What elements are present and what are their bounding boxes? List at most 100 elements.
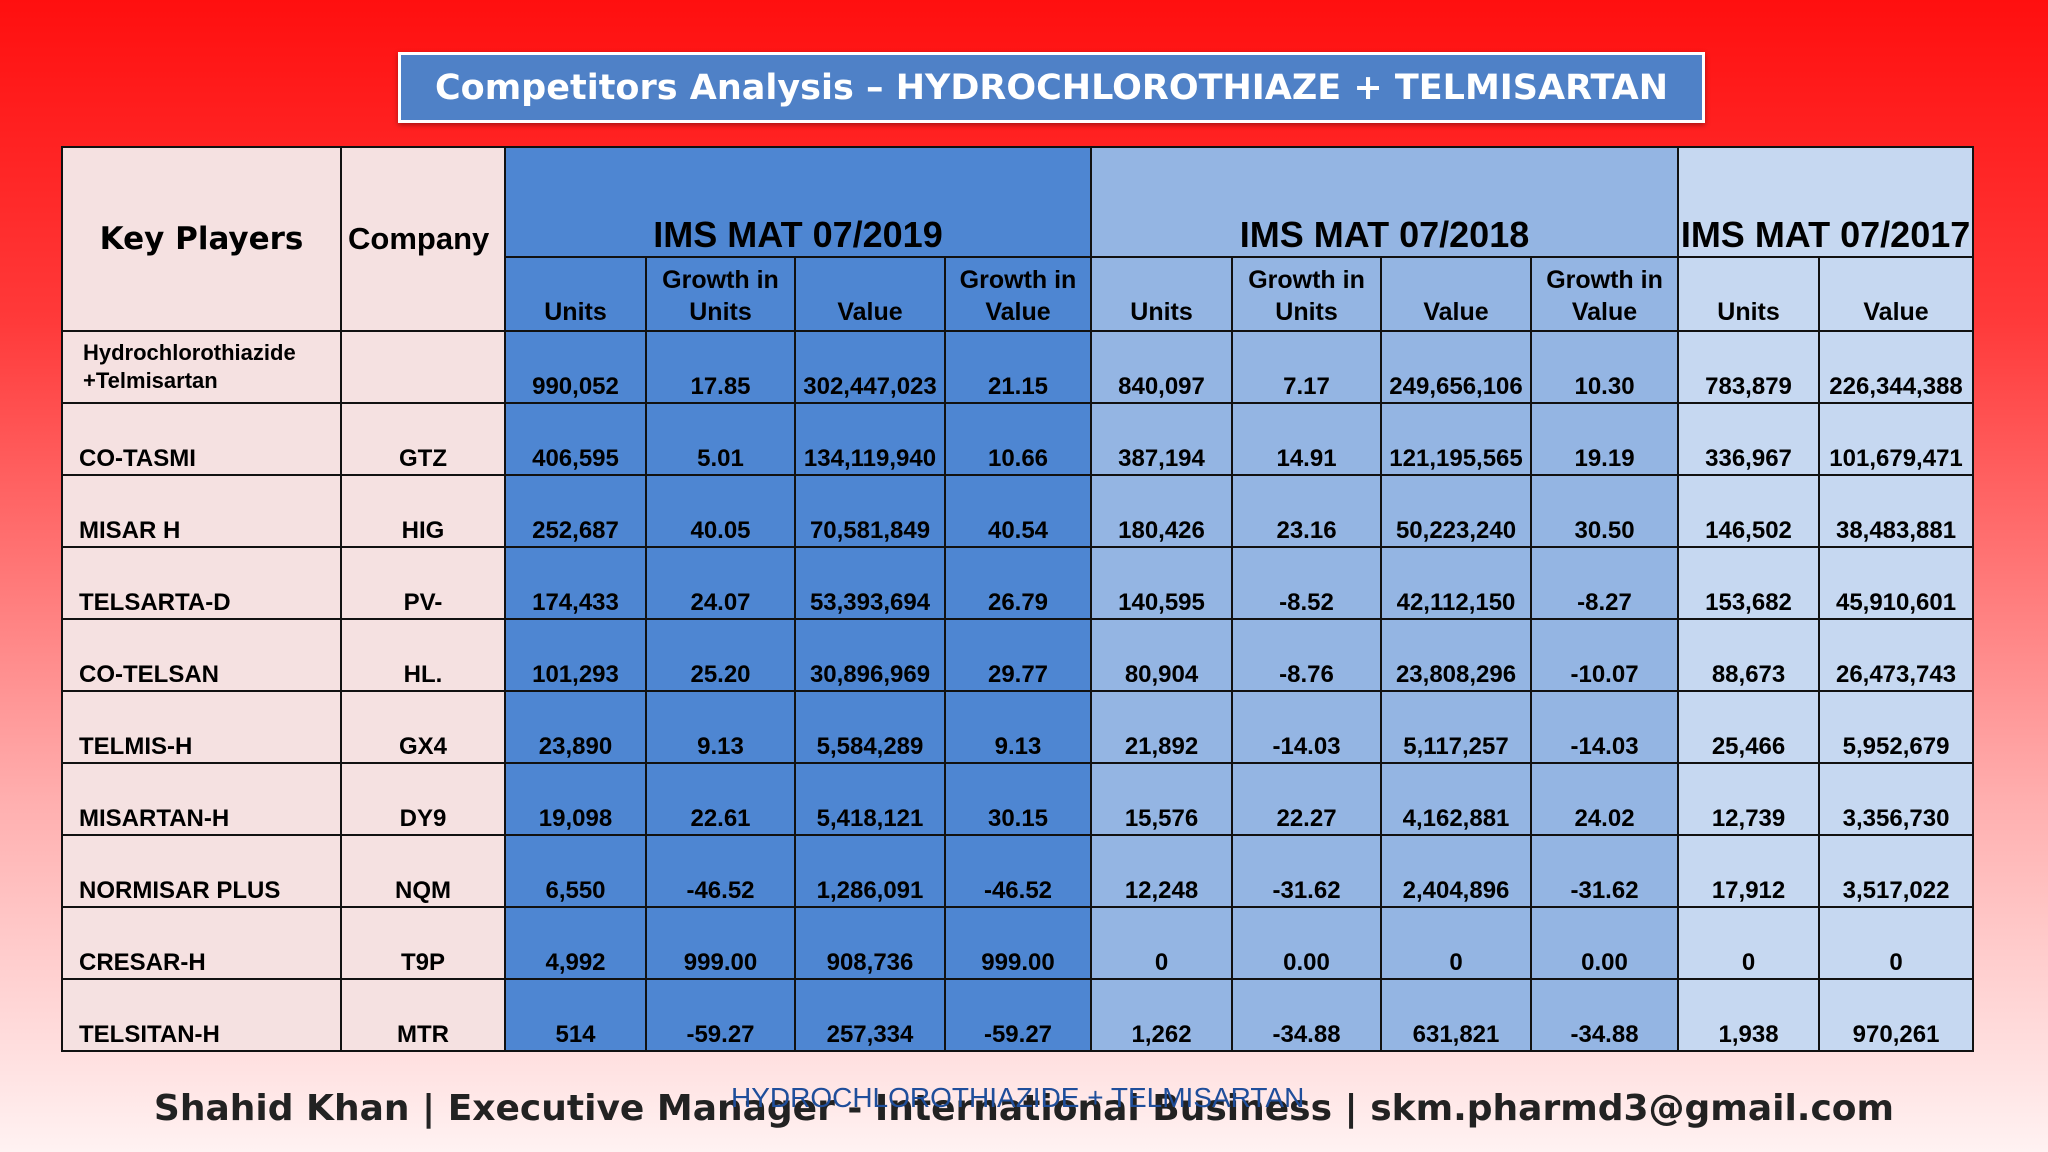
growth-units-2018-cell: 0.00: [1231, 906, 1383, 980]
value-2018-cell: 23,808,296: [1380, 618, 1533, 692]
subheader-units-2019: Units: [504, 256, 647, 332]
value-2019-cell: 1,286,091: [794, 834, 946, 908]
growth-value-2019-cell: -59.27: [943, 978, 1093, 1052]
table-row: TELMIS-H GX4 23,890 9.13 5,584,289 9.13 21,892…: [61, 690, 1975, 764]
table-row: TELSITAN-H MTR 514 -59.27 257,334 -59.27 1,262…: [61, 978, 1975, 1052]
units-2017-cell: 17,912: [1677, 834, 1821, 908]
company-cell: [340, 330, 506, 404]
value-2019-cell: 302,447,023: [794, 330, 946, 404]
units-2019-cell: 514: [504, 978, 647, 1052]
table-row: MISARTAN-H DY9 19,098 22.61 5,418,121 30.15 15…: [61, 762, 1975, 836]
units-2018-cell: 0: [1090, 906, 1234, 980]
units-2019-cell: 6,550: [504, 834, 647, 908]
player-name-cell: MISAR H: [61, 474, 342, 548]
growth-units-2018-cell: 7.17: [1231, 330, 1383, 404]
value-2019-cell: 30,896,969: [794, 618, 946, 692]
footer-overlay-caption: HYDROCHLOROTHIAZIDE + TELMISARTAN: [731, 1082, 1305, 1113]
value-2019-cell: 5,418,121: [794, 762, 946, 836]
value-2017-cell: 3,517,022: [1818, 834, 1975, 908]
period-header-2018: IMS MAT 07/2018: [1090, 146, 1680, 258]
growth-units-2019-cell: 17.85: [645, 330, 796, 404]
value-2019-cell: 70,581,849: [794, 474, 946, 548]
player-name-cell: CO-TASMI: [61, 402, 342, 476]
subheader-value-2019: Value: [794, 256, 946, 332]
units-2019-cell: 990,052: [504, 330, 647, 404]
growth-value-2019-cell: 26.79: [943, 546, 1093, 620]
units-2017-cell: 88,673: [1677, 618, 1821, 692]
value-2019-cell: 134,119,940: [794, 402, 946, 476]
table-row: TELSARTA-D PV- 174,433 24.07 53,393,694 26.79…: [61, 546, 1975, 620]
value-2018-cell: 2,404,896: [1380, 834, 1533, 908]
units-2017-cell: 1,938: [1677, 978, 1821, 1052]
units-2019-cell: 406,595: [504, 402, 647, 476]
growth-value-2018-cell: 19.19: [1530, 402, 1680, 476]
units-2017-cell: 336,967: [1677, 402, 1821, 476]
value-2019-cell: 5,584,289: [794, 690, 946, 764]
growth-units-2018-cell: -31.62: [1231, 834, 1383, 908]
subheader-value-2017: Value: [1818, 256, 1975, 332]
subheader-growth-value-2018: Growth in Value: [1530, 256, 1680, 332]
units-2019-cell: 4,992: [504, 906, 647, 980]
growth-units-2019-cell: 40.05: [645, 474, 796, 548]
table-row: NORMISAR PLUS NQM 6,550 -46.52 1,286,091 -46.…: [61, 834, 1975, 908]
value-2018-cell: 249,656,106: [1380, 330, 1533, 404]
growth-value-2019-cell: 40.54: [943, 474, 1093, 548]
player-name-cell: TELSITAN-H: [61, 978, 342, 1052]
units-2018-cell: 80,904: [1090, 618, 1234, 692]
value-2018-cell: 4,162,881: [1380, 762, 1533, 836]
value-2018-cell: 50,223,240: [1380, 474, 1533, 548]
player-name-cell: NORMISAR PLUS: [61, 834, 342, 908]
units-2017-cell: 25,466: [1677, 690, 1821, 764]
growth-value-2019-cell: -46.52: [943, 834, 1093, 908]
units-2018-cell: 1,262: [1090, 978, 1234, 1052]
value-2017-cell: 26,473,743: [1818, 618, 1975, 692]
growth-value-2019-cell: 999.00: [943, 906, 1093, 980]
player-name-cell: TELSARTA-D: [61, 546, 342, 620]
growth-value-2019-cell: 9.13: [943, 690, 1093, 764]
key-players-header: Key Players: [61, 146, 342, 332]
value-2017-cell: 5,952,679: [1818, 690, 1975, 764]
growth-units-2018-cell: -14.03: [1231, 690, 1383, 764]
units-2018-cell: 12,248: [1090, 834, 1234, 908]
value-2019-cell: 53,393,694: [794, 546, 946, 620]
company-cell: HIG: [340, 474, 506, 548]
table-row: CRESAR-H T9P 4,992 999.00 908,736 999.00 0 0.00…: [61, 906, 1975, 980]
player-name-cell: MISARTAN-H: [61, 762, 342, 836]
units-2018-cell: 15,576: [1090, 762, 1234, 836]
units-2017-cell: 0: [1677, 906, 1821, 980]
growth-value-2018-cell: 10.30: [1530, 330, 1680, 404]
company-cell: T9P: [340, 906, 506, 980]
growth-value-2018-cell: -34.88: [1530, 978, 1680, 1052]
growth-units-2019-cell: -59.27: [645, 978, 796, 1052]
value-2017-cell: 38,483,881: [1818, 474, 1975, 548]
company-header: Company: [340, 146, 506, 332]
growth-units-2019-cell: 9.13: [645, 690, 796, 764]
units-2018-cell: 840,097: [1090, 330, 1234, 404]
growth-value-2018-cell: -10.07: [1530, 618, 1680, 692]
growth-units-2019-cell: 24.07: [645, 546, 796, 620]
units-2017-cell: 12,739: [1677, 762, 1821, 836]
subheader-growth-value-2019: Growth in Value: [943, 256, 1093, 332]
period-header-row: Key Players Company IMS MAT 07/2019 IMS …: [61, 146, 1975, 332]
subheader-units-2017: Units: [1677, 256, 1821, 332]
growth-value-2018-cell: 0.00: [1530, 906, 1680, 980]
value-2017-cell: 226,344,388: [1818, 330, 1975, 404]
value-2017-cell: 0: [1818, 906, 1975, 980]
competitors-table: Key Players Company IMS MAT 07/2019 IMS …: [61, 146, 1975, 1052]
player-name-cell: Hydrochlorothiazide +Telmisartan: [61, 330, 342, 404]
growth-units-2018-cell: -34.88: [1231, 978, 1383, 1052]
value-2017-cell: 3,356,730: [1818, 762, 1975, 836]
value-2017-cell: 970,261: [1818, 978, 1975, 1052]
slide-title: Competitors Analysis – HYDROCHLOROTHIAZE…: [398, 52, 1705, 123]
growth-units-2018-cell: -8.76: [1231, 618, 1383, 692]
period-header-2017: IMS MAT 07/2017: [1677, 146, 1975, 258]
growth-value-2018-cell: -14.03: [1530, 690, 1680, 764]
growth-units-2018-cell: -8.52: [1231, 546, 1383, 620]
footer-contact: Shahid Khan | Executive Manager - Intern…: [153, 1087, 1895, 1129]
units-2017-cell: 783,879: [1677, 330, 1821, 404]
player-name-cell: CO-TELSAN: [61, 618, 342, 692]
table-row: Hydrochlorothiazide +Telmisartan 990,052 1…: [61, 330, 1975, 404]
growth-units-2019-cell: 5.01: [645, 402, 796, 476]
table-row: CO-TELSAN HL. 101,293 25.20 30,896,969 29.77 8…: [61, 618, 1975, 692]
value-2018-cell: 42,112,150: [1380, 546, 1533, 620]
